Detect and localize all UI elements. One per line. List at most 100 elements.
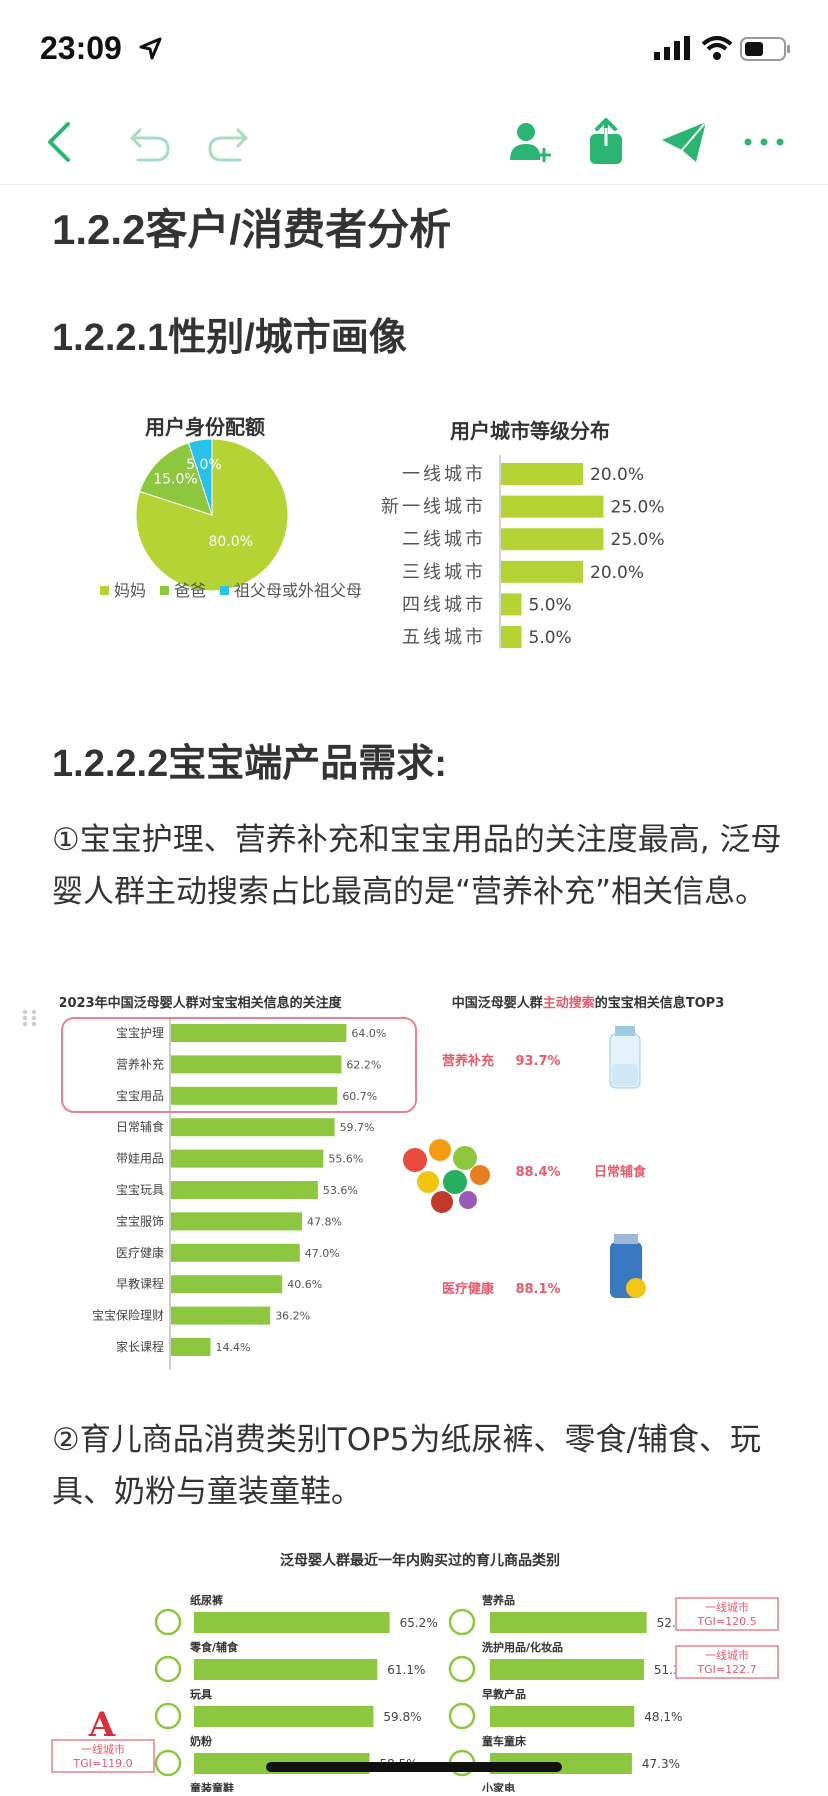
bottle-cap	[615, 1026, 635, 1036]
top3-title-part: 主动搜索	[543, 995, 595, 1011]
bar-value-label: 62.2%	[346, 1058, 381, 1071]
bar-category-label: 带娃用品	[116, 1152, 164, 1166]
chevron-left-icon[interactable]	[34, 116, 86, 168]
bar-category-label: 宝宝玩具	[116, 1183, 164, 1197]
tgi-callout-line1: 一线城市	[705, 1600, 749, 1614]
bar-category-label: 一线城市	[402, 464, 486, 485]
bar-value-label: 59.7%	[340, 1121, 375, 1134]
legend-label: 妈妈	[114, 581, 146, 600]
bar	[171, 1212, 302, 1231]
bar	[501, 528, 604, 551]
section-heading: 1.2.2客户/消费者分析	[52, 206, 452, 253]
bar	[171, 1275, 283, 1294]
medicine-cap	[614, 1234, 638, 1244]
category-icon	[154, 1749, 182, 1777]
wifi-icon	[700, 34, 734, 66]
bar	[171, 1243, 300, 1262]
share-icon[interactable]	[580, 116, 632, 168]
send-icon[interactable]	[658, 116, 710, 168]
pie-slice-label: 5.0%	[186, 457, 222, 473]
bar-value-label: 25.0%	[611, 498, 665, 518]
tgi-callout-box	[675, 1645, 779, 1679]
purchase-category-label: 童车童床	[482, 1734, 527, 1748]
pie-slice-label: 15.0%	[153, 471, 197, 487]
battery-icon	[740, 36, 792, 66]
top3-category: 医疗健康	[442, 1281, 495, 1297]
signal-icon	[652, 34, 692, 66]
bar-value-label: 40.6%	[287, 1278, 322, 1291]
bar-value-label: 47.8%	[307, 1215, 342, 1228]
home-indicator	[266, 1762, 562, 1772]
bar	[194, 1706, 374, 1727]
redo-icon[interactable]	[202, 116, 254, 168]
bar-category-label: 四线城市	[402, 594, 486, 615]
top3-title: 中国泛母婴人群主动搜索的宝宝相关信息TOP3	[452, 995, 725, 1011]
bar	[194, 1612, 390, 1633]
tgi-callout-box	[51, 1739, 155, 1773]
bar-value-label: 59.8%	[383, 1710, 421, 1724]
top3-category: 日常辅食	[594, 1164, 647, 1180]
figure-purchase: 泛母婴人群最近一年内购买过的育儿商品类别 纸尿裤 65.2% 零食/辅食 61.1% 玩具…	[50, 1540, 790, 1795]
bar-value-label: 55.6%	[328, 1153, 363, 1166]
bar-category-label: 宝宝服饰	[116, 1214, 164, 1228]
purchase-category-label: 奶粉	[190, 1734, 212, 1748]
bar	[501, 560, 583, 583]
bar	[194, 1659, 378, 1680]
highlight-box	[61, 1017, 417, 1113]
purchase-category-label: 小家电	[481, 1781, 515, 1792]
tgi-callout-line2: TGI=120.5	[696, 1615, 756, 1628]
top3-category: 营养补充	[442, 1053, 494, 1069]
bar-category-label: 二线城市	[402, 529, 486, 550]
medicine-badge	[626, 1278, 646, 1298]
tgi-callout-line1: 一线城市	[705, 1648, 749, 1662]
fruit	[403, 1148, 427, 1172]
subsection-heading-1: 1.2.2.1性别/城市画像	[52, 317, 407, 359]
undo-icon[interactable]	[124, 116, 176, 168]
tgi-callout-box	[675, 1597, 779, 1631]
bar-value-label: 25.0%	[611, 530, 665, 550]
bar-value-label: 36.2%	[275, 1310, 310, 1323]
bar	[490, 1612, 647, 1633]
bar-value-label: 47.3%	[642, 1757, 680, 1771]
brand-logo: A	[88, 1705, 116, 1745]
bar-category-label: 三线城市	[402, 562, 486, 583]
bar-category-label: 早教课程	[116, 1276, 164, 1291]
bar-value-label: 48.1%	[644, 1710, 682, 1724]
more-icon[interactable]	[738, 116, 790, 168]
bar-value-label: 5.0%	[529, 628, 572, 648]
category-icon	[154, 1608, 182, 1636]
medicine-icon	[610, 1234, 646, 1298]
bar	[171, 1024, 347, 1042]
purchase-category-label: 玩具	[190, 1688, 212, 1701]
bar	[490, 1706, 635, 1727]
top3-value: 88.4%	[515, 1165, 560, 1180]
figure-user-profile: 用户身份配额 80.0% 15.0% 5.0% 妈妈 爸爸 祖父母或外祖父母 用户城市等级分布…	[100, 400, 800, 700]
add-user-icon[interactable]	[504, 116, 556, 168]
bar-value-label: 47.0%	[305, 1247, 340, 1260]
bar-value-label: 60.7%	[342, 1090, 377, 1103]
drag-handle-icon[interactable]	[20, 1006, 40, 1034]
bar-category-label: 五线城市	[402, 627, 486, 648]
bar-value-label: 20.0%	[590, 563, 644, 583]
paragraph-1: ①宝宝护理、营养补充和宝宝用品的关注度最高, 泛母婴人群主动搜索占比最高的是“营…	[52, 822, 782, 910]
bar-value-label: 53.6%	[323, 1184, 358, 1197]
fruit	[453, 1146, 477, 1170]
top3-title-part: 中国泛母婴人群	[452, 995, 543, 1011]
pie-slice	[187, 438, 213, 516]
bar	[171, 1306, 271, 1325]
bar-value-label: 65.2%	[400, 1616, 438, 1630]
bar-category-label: 宝宝保险理财	[92, 1308, 164, 1323]
bar-category-label: 宝宝用品	[116, 1089, 164, 1103]
attention-title: 2023年中国泛母婴人群对宝宝相关信息的关注度	[60, 995, 343, 1011]
top3-title-part: 的宝宝相关信息TOP3	[595, 995, 725, 1011]
location-arrow-icon	[138, 36, 164, 66]
bar-value-label: 61.1%	[387, 1663, 425, 1677]
top3-value: 88.1%	[515, 1282, 560, 1297]
paragraph-2: ②育儿商品消费类别TOP5为纸尿裤、零食/辅食、玩具、奶粉与童装童鞋。	[52, 1422, 761, 1510]
bar	[171, 1149, 324, 1168]
fruit	[459, 1191, 477, 1209]
bar-value-label: 20.0%	[590, 465, 644, 485]
tgi-callout-line1: 一线城市	[81, 1742, 125, 1756]
purchase-category-label: 早教产品	[482, 1687, 526, 1701]
fruit	[443, 1170, 467, 1194]
